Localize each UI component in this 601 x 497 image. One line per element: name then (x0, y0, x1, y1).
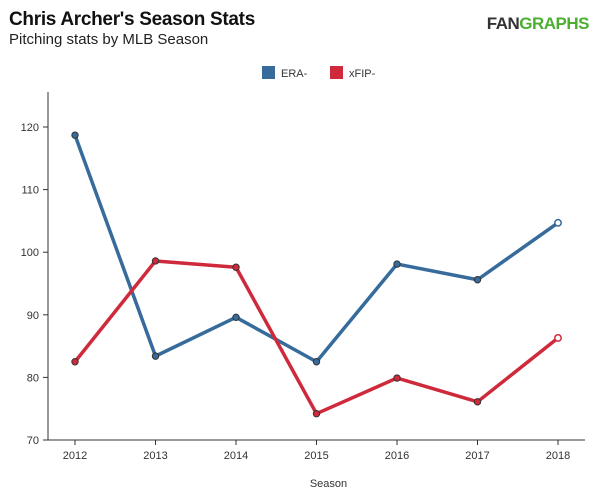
data-point-xfip (554, 334, 562, 342)
legend-label: xFIP- (349, 68, 376, 80)
legend-swatch-xfip (330, 66, 343, 79)
y-tick-label: 110 (21, 185, 39, 197)
data-point-xfip (393, 374, 401, 382)
chart-subtitle: Pitching stats by MLB Season (9, 31, 209, 48)
y-tick-label: 120 (21, 122, 39, 134)
y-tick-label: 100 (21, 247, 39, 259)
x-tick-label: 2013 (143, 450, 167, 462)
legend-label: ERA- (281, 68, 308, 80)
x-axis-label: Season (310, 478, 347, 490)
x-tick-label: 2018 (546, 450, 570, 462)
data-point-era (473, 276, 482, 284)
data-point-era (151, 352, 160, 360)
series-line-era (73, 134, 560, 364)
data-point-era (232, 313, 240, 322)
x-tick-label: 2012 (63, 450, 87, 462)
data-point-era (71, 131, 79, 139)
y-tick-label: 80 (27, 372, 39, 384)
data-point-era (312, 358, 321, 366)
data-point-era (393, 260, 401, 268)
data-point-xfip (71, 358, 79, 366)
y-tick-label: 70 (27, 435, 39, 447)
x-tick-label: 2014 (224, 450, 248, 462)
x-tick-label: 2015 (304, 450, 328, 462)
logo-graphs: GRAPHS (519, 14, 589, 33)
x-tick-label: 2017 (465, 450, 489, 462)
data-point-xfip (232, 263, 240, 271)
data-point-xfip (151, 257, 160, 265)
data-point-xfip (312, 410, 321, 418)
data-point-era (554, 218, 562, 227)
x-tick-label: 2016 (385, 450, 409, 462)
data-point-xfip (473, 398, 482, 406)
y-tick-label: 90 (27, 310, 39, 322)
logo-fan: FAN (486, 14, 520, 33)
legend-swatch-era (262, 66, 275, 79)
chart-title: Chris Archer's Season Stats (9, 9, 255, 30)
fangraphs-logo: FANGRAPHS (486, 14, 590, 34)
